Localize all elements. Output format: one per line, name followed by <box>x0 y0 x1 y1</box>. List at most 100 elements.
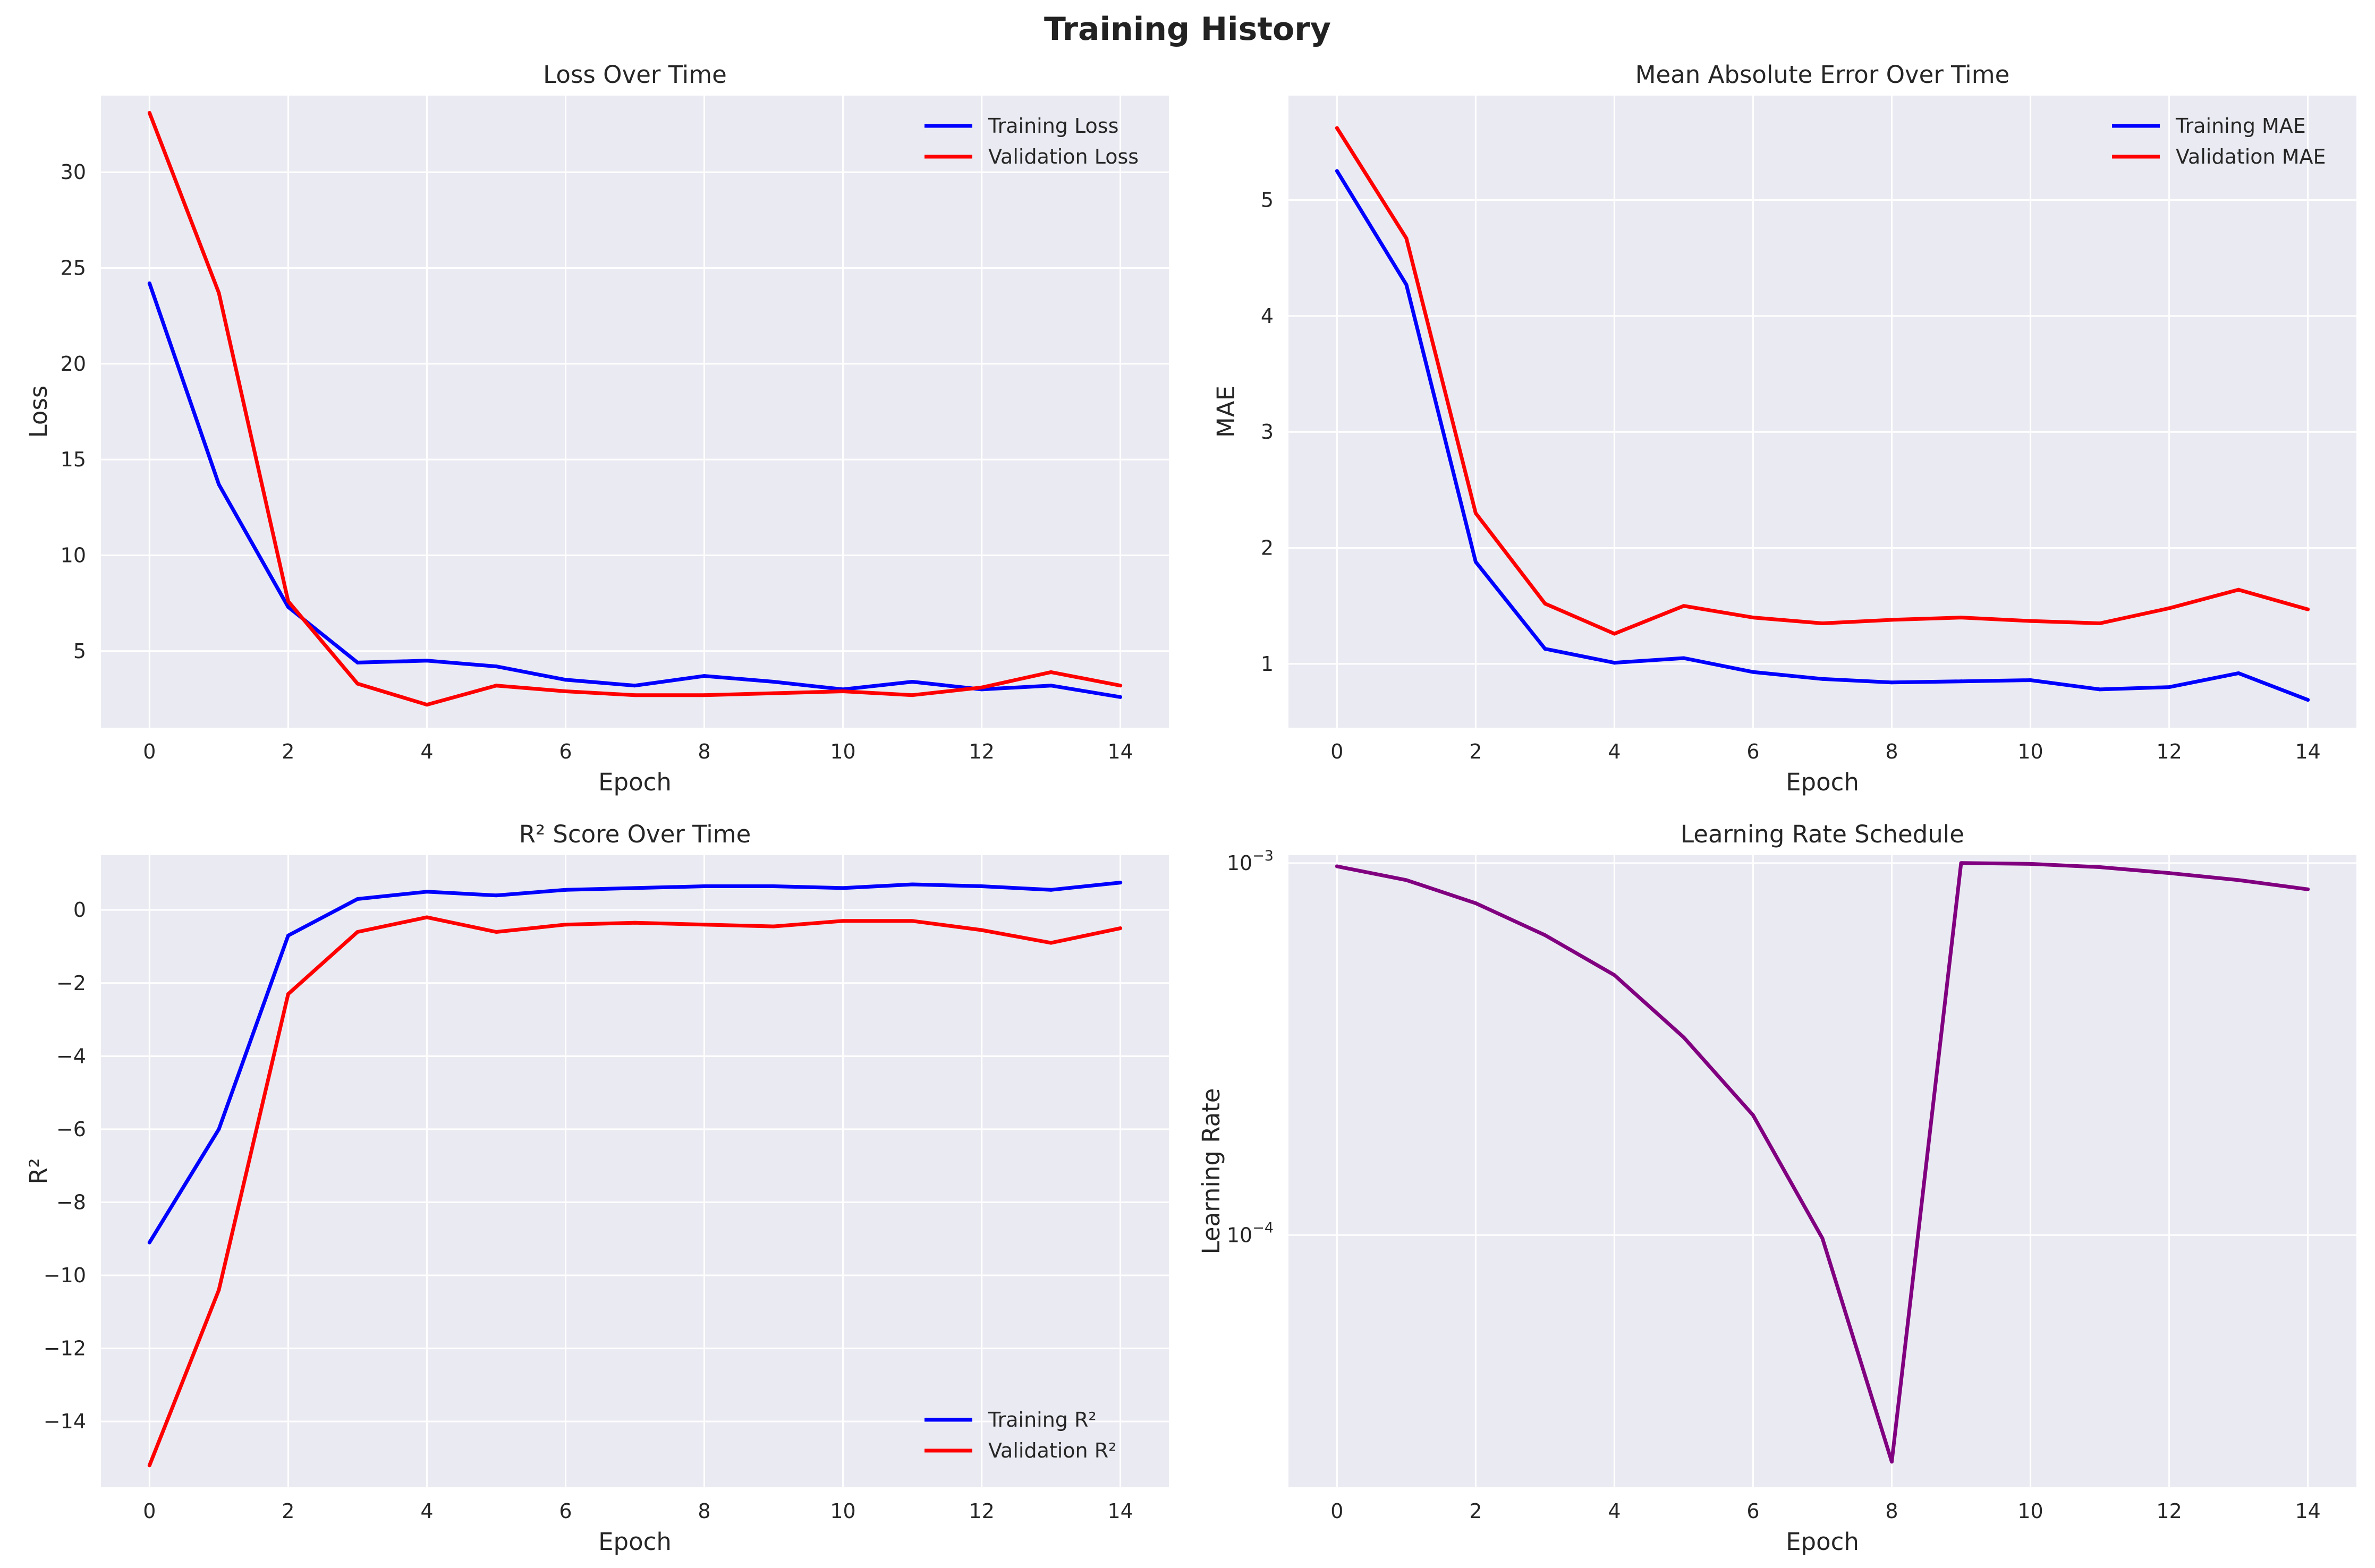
loss-data-point <box>286 605 290 609</box>
lr-data-point <box>1682 1035 1686 1039</box>
r2-data-point <box>1049 941 1053 945</box>
mae-xtick-label: 4 <box>1608 740 1621 763</box>
loss-data-point <box>494 684 498 688</box>
r2-ytick-label: −2 <box>56 972 86 995</box>
mae-ytick-label: 1 <box>1261 652 1274 676</box>
mae-ytick-label: 5 <box>1261 189 1274 212</box>
loss-data-point <box>425 659 429 663</box>
lr-ytick-base: 10 <box>1227 851 1252 875</box>
loss-xtick-label: 2 <box>282 740 294 763</box>
loss-ytick-label: 20 <box>61 352 86 376</box>
lr-data-point <box>2098 865 2102 870</box>
r2-xtick-label: 14 <box>1107 1499 1133 1523</box>
lr-data-point <box>1612 973 1616 977</box>
r2-data-point <box>147 1463 151 1468</box>
lr-ytick-base: 10 <box>1227 1223 1252 1247</box>
r2-data-point <box>910 919 914 923</box>
lr-title: Learning Rate Schedule <box>1681 820 1964 848</box>
r2-ytick-label: 0 <box>73 898 86 922</box>
mae-ytick-label: 2 <box>1261 536 1274 560</box>
r2-ytick-label: −6 <box>56 1118 86 1141</box>
mae-legend-label: Training MAE <box>2175 114 2306 138</box>
loss-xtick-label: 6 <box>559 740 572 763</box>
lr-plot-area <box>1288 855 2356 1487</box>
r2-data-point <box>217 1127 221 1131</box>
mae-data-point <box>2167 606 2172 610</box>
loss-xtick-label: 10 <box>830 740 855 763</box>
mae-data-point <box>1612 632 1616 636</box>
r2-data-point <box>702 884 707 888</box>
r2-ytick-label: −12 <box>44 1337 86 1360</box>
loss-ytick-label: 15 <box>61 448 86 471</box>
loss-legend-label: Validation Loss <box>988 145 1139 168</box>
loss-data-point <box>147 110 151 115</box>
mae-legend-label: Validation MAE <box>2176 145 2326 168</box>
loss-data-point <box>1049 670 1053 674</box>
lr-data-point <box>1335 864 1339 868</box>
loss-plot-area <box>101 96 1169 728</box>
lr-xtick-label: 8 <box>1885 1499 1898 1523</box>
mae-data-point <box>2029 619 2033 623</box>
mae-data-point <box>2167 685 2172 689</box>
lr-data-point <box>2029 862 2033 866</box>
r2-data-point <box>633 921 637 925</box>
lr-xtick-label: 4 <box>1608 1499 1621 1523</box>
r2-ytick-label: −4 <box>56 1044 86 1068</box>
loss-data-point <box>771 679 776 684</box>
loss-data-point <box>910 679 914 684</box>
mae-data-point <box>1682 604 1686 608</box>
loss-data-point <box>494 664 498 669</box>
r2-data-point <box>841 919 845 923</box>
mae-xtick-label: 6 <box>1746 740 1759 763</box>
r2-data-point <box>910 882 914 887</box>
lr-xtick-label: 14 <box>2295 1499 2320 1523</box>
mae-data-point <box>1335 169 1339 173</box>
lr-xtick-label: 0 <box>1330 1499 1343 1523</box>
loss-ytick-label: 30 <box>61 160 86 184</box>
loss-xlabel: Epoch <box>598 768 672 796</box>
mae-data-point <box>1751 670 1755 674</box>
mae-data-point <box>1335 126 1339 130</box>
r2-xtick-label: 8 <box>698 1499 710 1523</box>
mae-data-point <box>1543 601 1547 606</box>
lr-data-point <box>2306 887 2310 891</box>
loss-data-point <box>563 689 567 693</box>
mae-data-point <box>1820 621 1825 625</box>
loss-data-point <box>980 685 984 689</box>
mae-data-point <box>2098 621 2102 625</box>
r2-data-point <box>771 924 776 928</box>
loss-ylabel: Loss <box>24 386 53 438</box>
mae-data-point <box>2306 607 2310 611</box>
mae-ytick-label: 4 <box>1261 304 1274 328</box>
mae-xtick-label: 8 <box>1885 740 1898 763</box>
mae-data-point <box>1959 616 1963 620</box>
r2-data-point <box>355 930 360 934</box>
r2-plot-area <box>101 855 1169 1487</box>
r2-data-point <box>702 923 707 927</box>
mae-data-point <box>2098 687 2102 692</box>
lr-data-point <box>1404 878 1409 882</box>
r2-legend-label: Validation R² <box>988 1439 1116 1462</box>
r2-data-point <box>355 897 360 901</box>
loss-data-point <box>217 482 221 487</box>
lr-ylabel: Learning Rate <box>1197 1088 1225 1255</box>
r2-data-point <box>494 930 498 934</box>
mae-data-point <box>1404 283 1409 287</box>
loss-data-point <box>425 703 429 707</box>
mae-data-point <box>2306 698 2310 702</box>
mae-xtick-label: 0 <box>1330 740 1343 763</box>
r2-legend-label: Training R² <box>988 1408 1097 1431</box>
loss-data-point <box>771 691 776 695</box>
lr-data-point <box>1890 1460 1894 1464</box>
r2-ylabel: R² <box>24 1158 53 1184</box>
mae-xtick-label: 2 <box>1469 740 1482 763</box>
lr-data-point <box>2167 871 2172 875</box>
r2-data-point <box>980 884 984 888</box>
mae-data-point <box>1612 661 1616 665</box>
r2-data-point <box>494 893 498 898</box>
mae-data-point <box>1959 679 1963 684</box>
loss-xtick-label: 12 <box>969 740 994 763</box>
mae-data-point <box>1473 511 1478 515</box>
r2-data-point <box>633 886 637 890</box>
